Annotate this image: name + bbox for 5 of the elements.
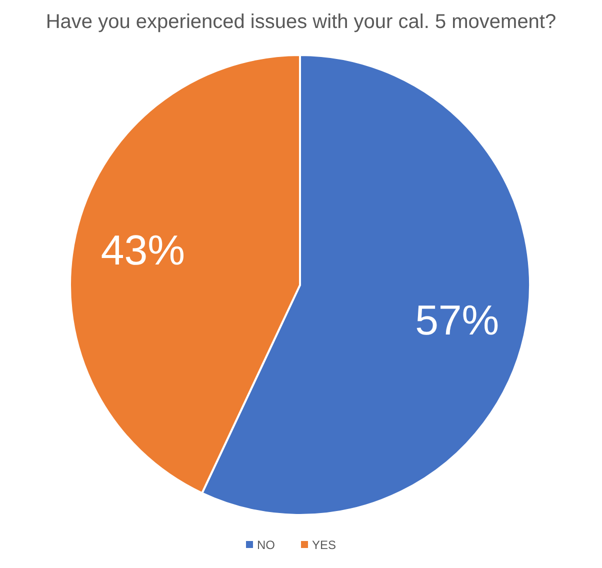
legend-label: YES [312,538,336,552]
chart-title: Have you experienced issues with your cal. 5 movement? [46,11,556,33]
data-label: 43% [100,226,185,274]
legend-label: NO [257,538,275,552]
data-label: 57% [415,296,500,344]
